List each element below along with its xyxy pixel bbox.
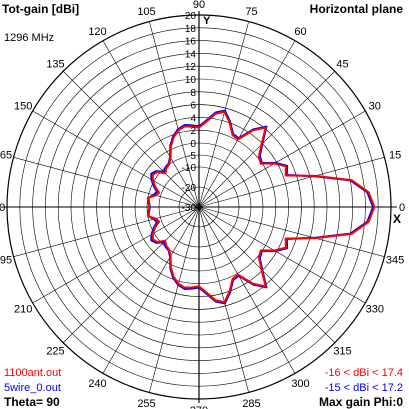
- grid-spoke: [198, 206, 366, 304]
- angle-tick-label: 285: [242, 398, 260, 409]
- legend-series-2-name: 5wire_0.out: [4, 382, 61, 394]
- angle-tick-label: 120: [88, 26, 106, 38]
- angle-tick-label: 240: [88, 378, 106, 390]
- radial-tick-label: -10: [182, 163, 197, 174]
- footer-theta: Theta= 90: [4, 395, 60, 409]
- grid-spoke: [198, 206, 249, 393]
- grid-spoke: [198, 71, 335, 208]
- grid-spoke: [13, 206, 200, 257]
- grid-spoke: [149, 21, 200, 208]
- angle-tick-label: 300: [291, 378, 309, 390]
- grid-spoke: [32, 110, 200, 208]
- angle-tick-label: 15: [389, 150, 401, 162]
- angle-tick-label: 135: [46, 59, 64, 71]
- radial-tick-label: 8: [190, 88, 196, 99]
- grid-spoke: [32, 206, 200, 304]
- angle-tick-label: 195: [0, 255, 12, 267]
- legend-series-1-range: -16 < dBi < 17.4: [324, 367, 403, 379]
- grid-spoke: [198, 157, 385, 208]
- grid-spoke: [198, 21, 249, 208]
- grid-spoke: [63, 71, 200, 208]
- angle-tick-label: 0: [399, 202, 405, 214]
- radial-tick-label: 0: [190, 139, 196, 150]
- angle-tick-label: 345: [386, 255, 404, 267]
- radial-tick-label: 4: [190, 113, 196, 124]
- grid-spoke: [198, 206, 385, 257]
- radial-tick-label: 10: [185, 75, 197, 86]
- angle-tick-label: 180: [0, 202, 5, 214]
- angle-tick-label: 225: [46, 346, 64, 358]
- legend-series-2-range: -15 < dBi < 17.2: [324, 382, 403, 394]
- grid-spoke: [198, 110, 366, 208]
- radial-tick-label: -30: [182, 203, 197, 214]
- radial-tick-label: -20: [182, 183, 197, 194]
- radial-tick-label: -5: [187, 151, 196, 162]
- series-trace-1: [146, 110, 376, 304]
- grid-spoke: [198, 40, 296, 208]
- grid-spoke: [13, 157, 200, 208]
- grid-spoke: [102, 40, 200, 208]
- x-axis-label: X: [393, 212, 401, 226]
- chart-title: Tot-gain [dBi]: [2, 2, 80, 16]
- frequency-label: 1296 MHz: [4, 32, 55, 44]
- radial-tick-label: 16: [185, 37, 197, 48]
- grid-spoke: [198, 206, 296, 374]
- radial-tick-label: 6: [190, 101, 196, 112]
- radial-tick-label: 2: [190, 126, 196, 137]
- angle-tick-label: 60: [294, 26, 306, 38]
- radial-tick-label: 12: [185, 62, 197, 73]
- angle-tick-label: 45: [336, 59, 348, 71]
- angle-tick-label: 150: [14, 101, 32, 113]
- angle-tick-label: 30: [369, 101, 381, 113]
- legend-series-1-name: 1100ant.out: [4, 367, 62, 379]
- angle-tick-label: 315: [333, 346, 351, 358]
- grid-spoke: [149, 206, 200, 393]
- radial-tick-label: 20: [185, 11, 197, 22]
- y-axis-label: Y: [203, 15, 211, 27]
- grid-spoke: [63, 206, 200, 343]
- angle-tick-label: 75: [245, 6, 257, 18]
- angle-tick-label: 105: [137, 6, 155, 18]
- grid-spoke: [198, 206, 335, 343]
- angle-tick-label: 210: [14, 304, 32, 316]
- angle-tick-label: 165: [0, 150, 12, 162]
- angle-tick-label: 255: [137, 398, 155, 409]
- grid-spoke: [102, 206, 200, 374]
- angle-tick-label: 90: [193, 0, 205, 11]
- angle-tick-label: 330: [366, 304, 384, 316]
- grid-layer: [1, 11, 397, 403]
- angle-tick-label: 270: [190, 405, 208, 409]
- radial-tick-label: 14: [185, 49, 197, 60]
- radial-tick-label: 18: [185, 24, 197, 35]
- footer-max-gain: Max gain Phi:0: [318, 395, 403, 409]
- chart-subtitle: Horizontal plane: [309, 2, 403, 16]
- series-layer: [146, 109, 376, 305]
